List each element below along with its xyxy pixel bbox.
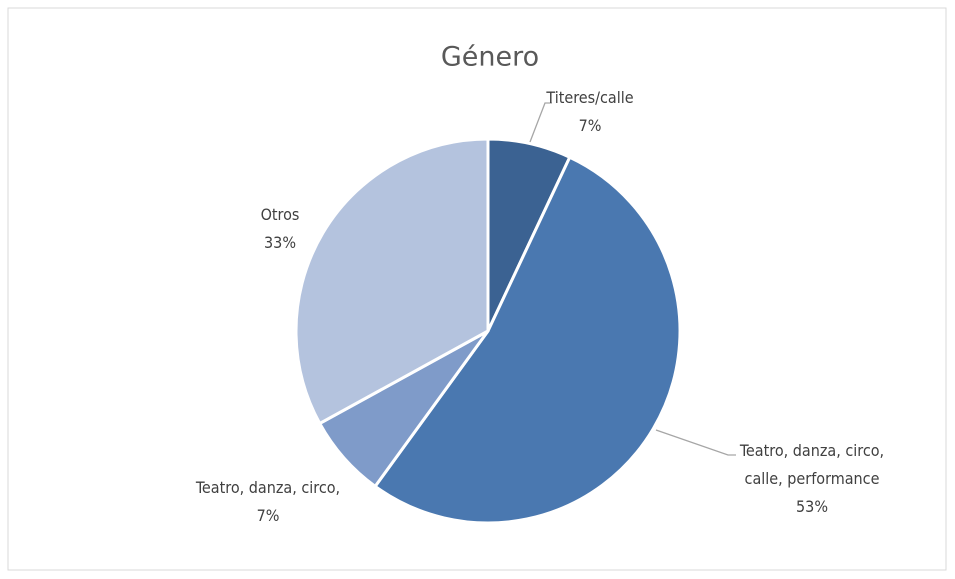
data-label: Titeres/calle 7% bbox=[515, 84, 665, 140]
pie-slice bbox=[294, 137, 490, 425]
data-label-category: Titeres/calle bbox=[546, 88, 634, 107]
chart-title: Género bbox=[441, 42, 539, 73]
data-label-category: Teatro, danza, circo, bbox=[195, 478, 341, 497]
data-label: Teatro, danza, circo, 7% bbox=[193, 474, 343, 530]
data-label: Teatro, danza, circo, calle, performance… bbox=[737, 437, 887, 521]
data-label-value: 7% bbox=[578, 116, 602, 135]
data-label: Otros 33% bbox=[205, 201, 355, 257]
leader-line bbox=[655, 429, 736, 456]
pie-slice bbox=[373, 155, 682, 525]
data-label-category: Otros bbox=[260, 205, 300, 224]
data-label-value: 33% bbox=[264, 233, 296, 252]
data-label-value: 7% bbox=[256, 506, 280, 525]
data-label-value: 53% bbox=[796, 497, 828, 516]
data-label-category: Teatro, danza, circo, calle, performance bbox=[739, 441, 885, 488]
leader-line bbox=[529, 102, 552, 143]
